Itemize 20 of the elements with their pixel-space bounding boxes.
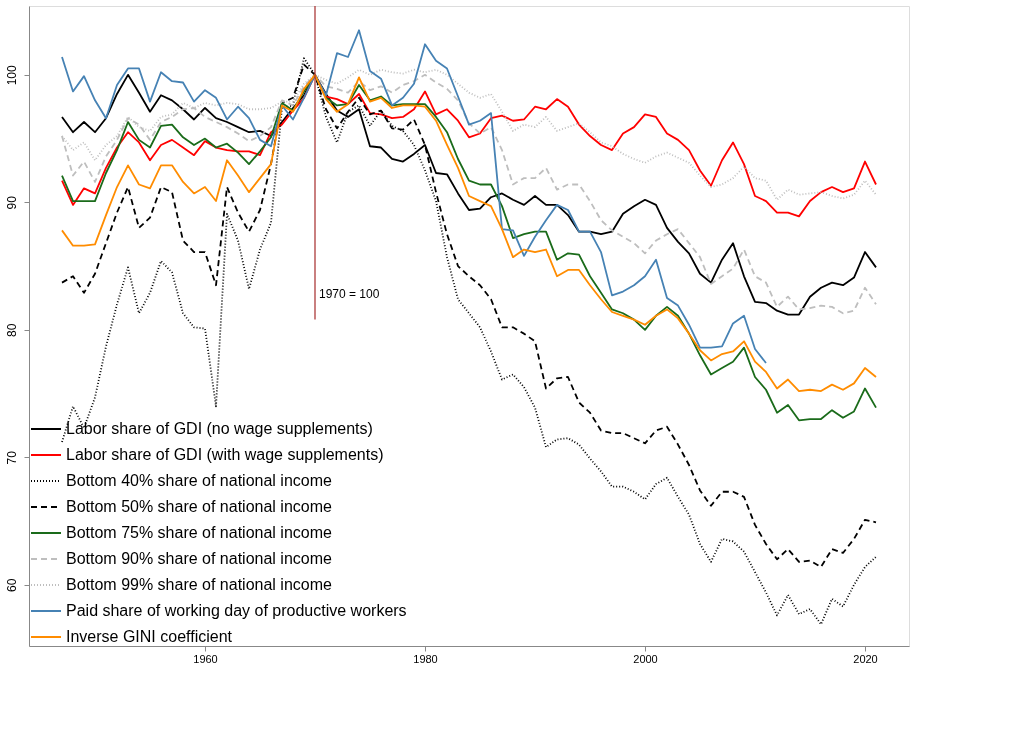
legend-label: Bottom 99% share of national income [66,576,333,593]
legend-label: Inverse GINI coefficient [66,628,233,645]
legend-label: Bottom 40% share of national income [66,472,333,489]
y-tick-label: 90 [4,195,19,210]
y-tick-label: 80 [4,323,19,337]
x-tick-label: 1980 [413,652,438,665]
legend-label: Paid share of working day of productive workers [66,602,407,619]
x-tick-label: 2020 [853,652,878,665]
y-tick-label: 70 [4,450,19,465]
legend-label: Labor share of GDI (with wage supplements) [66,446,384,463]
legend-label: Labor share of GDI (no wage supplements) [66,420,373,437]
x-tick-label: 1960 [193,652,218,665]
x-tick-label: 2000 [633,652,658,665]
y-tick-label: 100 [4,65,19,86]
legend-label: Bottom 75% share of national income [66,524,333,541]
line-series [61,29,767,364]
legend-label: Bottom 50% share of national income [66,498,333,515]
legend-label: Bottom 90% share of national income [66,550,333,567]
y-tick-label: 60 [4,578,19,592]
ref-line-label: 1970 = 100 [319,287,380,301]
